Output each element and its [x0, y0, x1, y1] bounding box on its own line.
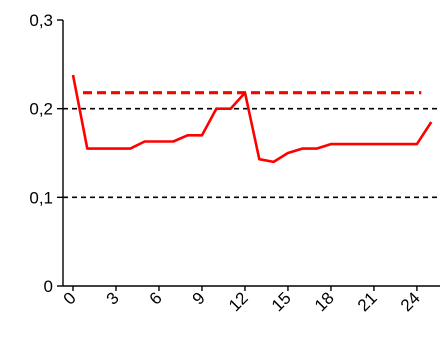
y-tick-label: 0,3 [29, 11, 53, 30]
x-axis-ticks: 0 3 6 9 12 15 18 21 24 [60, 286, 424, 315]
x-tick-label: 9 [189, 288, 209, 308]
series-group [71, 74, 433, 164]
chart-axes [62, 20, 440, 287]
x-tick-label: 6 [146, 288, 166, 308]
x-tick-label: 24 [397, 288, 424, 315]
x-tick-label: 21 [354, 288, 381, 315]
x-tick-label: 3 [103, 288, 123, 308]
series-line-solid [71, 74, 433, 164]
x-tick-label: 18 [311, 288, 338, 315]
y-tick-label: 0,1 [29, 188, 53, 207]
x-tick-label: 12 [225, 288, 252, 315]
y-tick-label: 0 [44, 277, 53, 296]
x-tick-label: 15 [268, 288, 295, 315]
y-axis-ticks: 0 0,1 0,2 0,3 [29, 11, 63, 296]
x-tick-label: 0 [60, 288, 80, 308]
y-tick-label: 0,2 [29, 100, 53, 119]
